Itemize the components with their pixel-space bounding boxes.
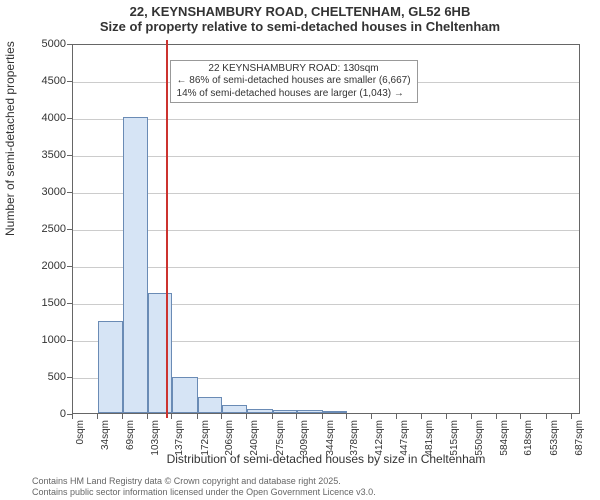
y-tick-label: 1500 xyxy=(42,297,66,309)
x-tick-label: 550sqm xyxy=(474,420,485,456)
x-tick-mark xyxy=(346,414,347,419)
gridline-h xyxy=(73,230,579,231)
gridline-h xyxy=(73,119,579,120)
histogram-bar xyxy=(198,397,223,413)
reference-marker-line xyxy=(166,40,168,418)
x-tick-mark xyxy=(72,414,73,419)
x-tick-mark xyxy=(520,414,521,419)
histogram-bar xyxy=(222,405,247,414)
y-tick-label: 0 xyxy=(60,408,66,420)
footer-line1: Contains HM Land Registry data © Crown c… xyxy=(32,476,376,487)
x-tick-label: 34sqm xyxy=(100,420,111,450)
x-tick-mark xyxy=(97,414,98,419)
x-tick-mark xyxy=(272,414,273,419)
x-tick-label: 687sqm xyxy=(574,420,585,456)
x-tick-mark xyxy=(371,414,372,419)
histogram-bar xyxy=(123,117,148,413)
y-tick-label: 4500 xyxy=(42,75,66,87)
x-tick-mark xyxy=(396,414,397,419)
footer-line2: Contains public sector information licen… xyxy=(32,487,376,498)
y-tick-label: 1000 xyxy=(42,334,66,346)
x-tick-label: 69sqm xyxy=(125,420,136,450)
histogram-bar xyxy=(323,411,348,413)
x-tick-label: 447sqm xyxy=(399,420,410,456)
x-tick-label: 206sqm xyxy=(224,420,235,456)
x-tick-mark xyxy=(147,414,148,419)
x-tick-mark xyxy=(197,414,198,419)
x-tick-mark xyxy=(122,414,123,419)
x-tick-mark xyxy=(546,414,547,419)
x-tick-mark xyxy=(496,414,497,419)
x-tick-label: 103sqm xyxy=(150,420,161,456)
histogram-bar xyxy=(273,410,298,413)
y-tick-label: 500 xyxy=(48,371,66,383)
x-tick-label: 653sqm xyxy=(549,420,560,456)
plot-area: 22 KEYNSHAMBURY ROAD: 130sqm← 86% of sem… xyxy=(72,44,580,414)
x-tick-label: 412sqm xyxy=(374,420,385,456)
x-tick-label: 378sqm xyxy=(349,420,360,456)
footer-attribution: Contains HM Land Registry data © Crown c… xyxy=(32,476,376,498)
x-tick-label: 584sqm xyxy=(499,420,510,456)
y-tick-label: 4000 xyxy=(42,112,66,124)
chart-title-line1: 22, KEYNSHAMBURY ROAD, CHELTENHAM, GL52 … xyxy=(0,4,600,19)
x-tick-mark xyxy=(246,414,247,419)
x-tick-label: 240sqm xyxy=(249,420,260,456)
annotation-line: 22 KEYNSHAMBURY ROAD: 130sqm xyxy=(177,63,411,76)
annotation-box: 22 KEYNSHAMBURY ROAD: 130sqm← 86% of sem… xyxy=(170,60,418,104)
x-tick-label: 618sqm xyxy=(523,420,534,456)
x-tick-mark xyxy=(571,414,572,419)
x-axis-title: Distribution of semi-detached houses by … xyxy=(72,452,580,466)
y-tick-label: 2500 xyxy=(42,223,66,235)
x-tick-label: 137sqm xyxy=(174,420,185,456)
x-tick-mark xyxy=(296,414,297,419)
y-tick-label: 5000 xyxy=(42,38,66,50)
x-tick-label: 515sqm xyxy=(449,420,460,456)
x-tick-mark xyxy=(471,414,472,419)
histogram-bar xyxy=(172,377,197,413)
x-tick-mark xyxy=(421,414,422,419)
gridline-h xyxy=(73,193,579,194)
histogram-bar xyxy=(148,293,173,413)
x-tick-label: 344sqm xyxy=(325,420,336,456)
x-tick-mark xyxy=(322,414,323,419)
y-tick-label: 2000 xyxy=(42,260,66,272)
x-tick-label: 309sqm xyxy=(299,420,310,456)
y-axis-title: Number of semi-detached properties xyxy=(3,41,17,236)
x-tick-mark xyxy=(171,414,172,419)
chart-title-line2: Size of property relative to semi-detach… xyxy=(0,19,600,34)
x-tick-mark xyxy=(221,414,222,419)
x-tick-mark xyxy=(446,414,447,419)
gridline-h xyxy=(73,156,579,157)
x-tick-label: 481sqm xyxy=(424,420,435,456)
histogram-bar xyxy=(98,321,123,413)
histogram-bar xyxy=(247,409,272,413)
x-tick-label: 275sqm xyxy=(275,420,286,456)
y-tick-label: 3500 xyxy=(42,149,66,161)
x-tick-label: 172sqm xyxy=(200,420,211,456)
chart-title-block: 22, KEYNSHAMBURY ROAD, CHELTENHAM, GL52 … xyxy=(0,0,600,34)
y-axis: 0500100015002000250030003500400045005000 xyxy=(38,44,72,414)
histogram-bar xyxy=(297,410,322,413)
y-tick-label: 3000 xyxy=(42,186,66,198)
gridline-h xyxy=(73,267,579,268)
annotation-line: ← 86% of semi-detached houses are smalle… xyxy=(177,75,411,88)
annotation-line: 14% of semi-detached houses are larger (… xyxy=(177,88,411,101)
x-tick-label: 0sqm xyxy=(75,420,86,444)
